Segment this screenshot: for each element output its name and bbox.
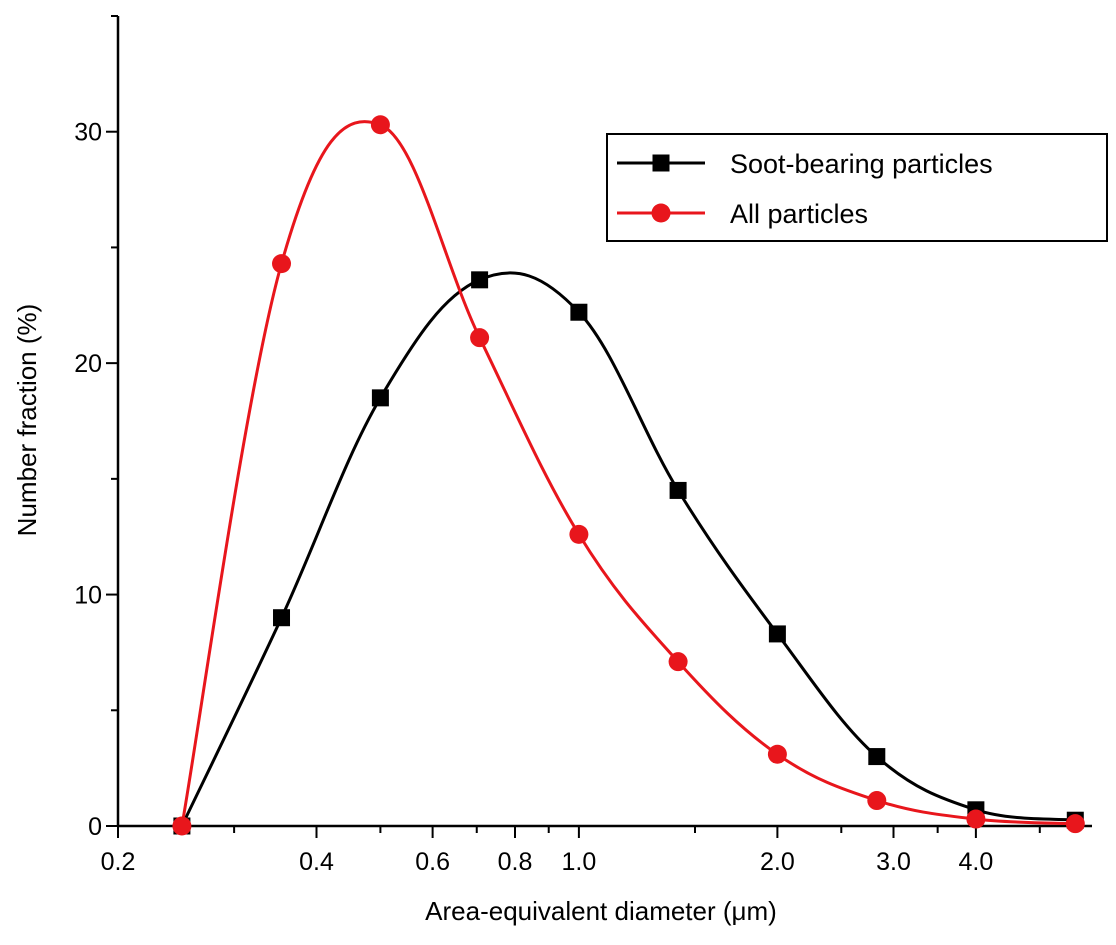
series-all-particles: [172, 115, 1085, 836]
data-point-square: [471, 271, 489, 289]
series-soot-bearing: [173, 271, 1084, 835]
data-point-square: [273, 609, 291, 627]
x-tick-label: 2.0: [760, 848, 795, 876]
y-tick-label: 0: [88, 813, 102, 841]
data-point-circle: [668, 652, 688, 672]
x-axis-title: Area-equivalent diameter (μm): [425, 896, 777, 926]
legend-marker-circle: [651, 203, 671, 223]
y-axis-title: Number fraction (%): [12, 304, 42, 537]
legend-box: [606, 133, 1108, 242]
data-point-circle: [767, 744, 787, 764]
y-tick-label: 10: [74, 582, 102, 610]
series-layer: [172, 115, 1085, 836]
legend-label: All particles: [730, 199, 868, 229]
data-point-circle: [867, 791, 887, 811]
legend-marker-square: [652, 154, 670, 172]
y-tick-label: 20: [74, 350, 102, 378]
x-tick-label: 1.0: [562, 848, 597, 876]
data-point-square: [669, 481, 687, 499]
data-point-circle: [966, 809, 986, 829]
data-point-circle: [370, 115, 390, 135]
data-point-square: [570, 303, 588, 321]
x-tick-label: 4.0: [959, 848, 994, 876]
y-tick-label: 30: [74, 119, 102, 147]
x-tick-label: 3.0: [876, 848, 911, 876]
legend-label: Soot-bearing particles: [730, 149, 993, 179]
x-tick-label: 0.4: [299, 848, 334, 876]
x-tick-label: 0.8: [498, 848, 533, 876]
series-line: [180, 271, 1076, 827]
data-point-circle: [569, 524, 589, 544]
x-tick-label: 0.6: [415, 848, 450, 876]
legend: Soot-bearing particles All particles: [606, 133, 1108, 242]
data-point-square: [868, 748, 886, 766]
axes: 0 10 20 30 0.2 0.4 0.6 0.8 1.0 2.0 3.0 4.0: [74, 15, 1092, 876]
data-point-square: [371, 389, 389, 407]
data-point-square: [768, 625, 786, 643]
data-point-circle: [272, 254, 292, 274]
data-point-circle: [1065, 814, 1085, 834]
data-point-circle: [470, 328, 490, 348]
x-tick-label: 0.2: [101, 848, 136, 876]
data-point-circle: [172, 816, 192, 836]
